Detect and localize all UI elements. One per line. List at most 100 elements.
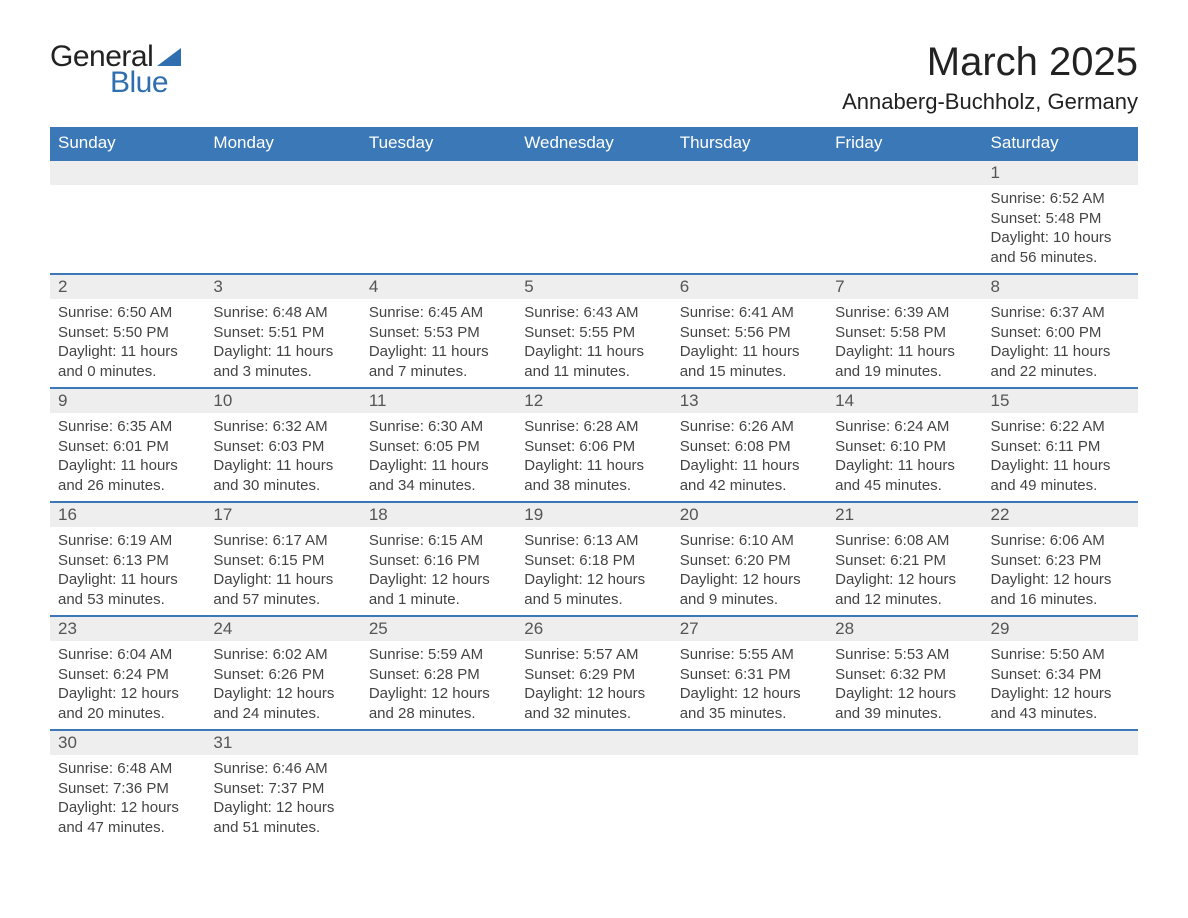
- day-number-cell: 12: [516, 388, 671, 413]
- sunset-text: Sunset: 6:11 PM: [991, 437, 1130, 457]
- sunset-text: Sunset: 6:06 PM: [524, 437, 663, 457]
- day-body-cell: Sunrise: 6:45 AMSunset: 5:53 PMDaylight:…: [361, 299, 516, 388]
- day-number-cell: 20: [672, 502, 827, 527]
- sunrise-text: Sunrise: 6:52 AM: [991, 189, 1130, 209]
- daylight-text: Daylight: 11 hours and 57 minutes.: [213, 570, 352, 609]
- sunset-text: Sunset: 6:08 PM: [680, 437, 819, 457]
- sunset-text: Sunset: 6:05 PM: [369, 437, 508, 457]
- calendar-daynum-row: 3031: [50, 730, 1138, 755]
- daylight-text: Daylight: 12 hours and 1 minute.: [369, 570, 508, 609]
- sunrise-text: Sunrise: 5:55 AM: [680, 645, 819, 665]
- sunset-text: Sunset: 6:18 PM: [524, 551, 663, 571]
- sunrise-text: Sunrise: 6:10 AM: [680, 531, 819, 551]
- day-number-cell: 7: [827, 274, 982, 299]
- day-number-cell: 15: [983, 388, 1138, 413]
- day-number-cell: [516, 730, 671, 755]
- sunrise-text: Sunrise: 6:02 AM: [213, 645, 352, 665]
- daylight-text: Daylight: 11 hours and 45 minutes.: [835, 456, 974, 495]
- calendar-body-row: Sunrise: 6:52 AMSunset: 5:48 PMDaylight:…: [50, 185, 1138, 274]
- day-body-cell: [516, 185, 671, 274]
- day-number-cell: [516, 160, 671, 185]
- calendar-daynum-row: 2345678: [50, 274, 1138, 299]
- sunrise-text: Sunrise: 6:15 AM: [369, 531, 508, 551]
- day-body-cell: Sunrise: 5:55 AMSunset: 6:31 PMDaylight:…: [672, 641, 827, 730]
- day-body-cell: [50, 185, 205, 274]
- sunset-text: Sunset: 5:50 PM: [58, 323, 197, 343]
- header: General Blue March 2025 Annaberg-Buchhol…: [50, 40, 1138, 115]
- day-body-cell: [672, 185, 827, 274]
- day-number-cell: [50, 160, 205, 185]
- day-number-cell: 6: [672, 274, 827, 299]
- day-number-cell: [983, 730, 1138, 755]
- calendar-header-cell: Sunday: [50, 127, 205, 160]
- day-number-cell: 5: [516, 274, 671, 299]
- daylight-text: Daylight: 12 hours and 16 minutes.: [991, 570, 1130, 609]
- day-body-cell: Sunrise: 6:37 AMSunset: 6:00 PMDaylight:…: [983, 299, 1138, 388]
- page-title: March 2025: [842, 40, 1138, 85]
- sunset-text: Sunset: 7:36 PM: [58, 779, 197, 799]
- sunset-text: Sunset: 6:15 PM: [213, 551, 352, 571]
- sunset-text: Sunset: 6:20 PM: [680, 551, 819, 571]
- sunset-text: Sunset: 6:31 PM: [680, 665, 819, 685]
- sunset-text: Sunset: 5:53 PM: [369, 323, 508, 343]
- daylight-text: Daylight: 12 hours and 20 minutes.: [58, 684, 197, 723]
- sunrise-text: Sunrise: 6:41 AM: [680, 303, 819, 323]
- sunrise-text: Sunrise: 6:37 AM: [991, 303, 1130, 323]
- daylight-text: Daylight: 11 hours and 19 minutes.: [835, 342, 974, 381]
- day-number-cell: 17: [205, 502, 360, 527]
- sunrise-text: Sunrise: 6:04 AM: [58, 645, 197, 665]
- sunset-text: Sunset: 5:58 PM: [835, 323, 974, 343]
- calendar-header-cell: Friday: [827, 127, 982, 160]
- daylight-text: Daylight: 11 hours and 42 minutes.: [680, 456, 819, 495]
- sunrise-text: Sunrise: 5:59 AM: [369, 645, 508, 665]
- sunset-text: Sunset: 6:26 PM: [213, 665, 352, 685]
- day-body-cell: [827, 185, 982, 274]
- day-body-cell: Sunrise: 6:48 AMSunset: 7:36 PMDaylight:…: [50, 755, 205, 843]
- daylight-text: Daylight: 11 hours and 3 minutes.: [213, 342, 352, 381]
- day-body-cell: Sunrise: 5:59 AMSunset: 6:28 PMDaylight:…: [361, 641, 516, 730]
- calendar-body-row: Sunrise: 6:19 AMSunset: 6:13 PMDaylight:…: [50, 527, 1138, 616]
- day-number-cell: 29: [983, 616, 1138, 641]
- day-body-cell: Sunrise: 5:57 AMSunset: 6:29 PMDaylight:…: [516, 641, 671, 730]
- daylight-text: Daylight: 11 hours and 22 minutes.: [991, 342, 1130, 381]
- sunset-text: Sunset: 5:56 PM: [680, 323, 819, 343]
- daylight-text: Daylight: 12 hours and 35 minutes.: [680, 684, 819, 723]
- day-number-cell: 21: [827, 502, 982, 527]
- calendar-header-cell: Wednesday: [516, 127, 671, 160]
- day-number-cell: [672, 160, 827, 185]
- sunset-text: Sunset: 6:32 PM: [835, 665, 974, 685]
- logo-triangle-icon: [157, 48, 181, 66]
- daylight-text: Daylight: 11 hours and 38 minutes.: [524, 456, 663, 495]
- daylight-text: Daylight: 11 hours and 30 minutes.: [213, 456, 352, 495]
- day-body-cell: Sunrise: 6:28 AMSunset: 6:06 PMDaylight:…: [516, 413, 671, 502]
- logo-text-blue: Blue: [110, 66, 168, 100]
- logo: General Blue: [50, 40, 181, 100]
- day-body-cell: Sunrise: 6:17 AMSunset: 6:15 PMDaylight:…: [205, 527, 360, 616]
- calendar-daynum-row: 16171819202122: [50, 502, 1138, 527]
- sunrise-text: Sunrise: 6:43 AM: [524, 303, 663, 323]
- sunrise-text: Sunrise: 6:48 AM: [58, 759, 197, 779]
- daylight-text: Daylight: 12 hours and 47 minutes.: [58, 798, 197, 837]
- day-number-cell: 10: [205, 388, 360, 413]
- sunrise-text: Sunrise: 6:39 AM: [835, 303, 974, 323]
- day-number-cell: 27: [672, 616, 827, 641]
- day-number-cell: 2: [50, 274, 205, 299]
- day-body-cell: Sunrise: 6:46 AMSunset: 7:37 PMDaylight:…: [205, 755, 360, 843]
- day-number-cell: 14: [827, 388, 982, 413]
- day-number-cell: 4: [361, 274, 516, 299]
- daylight-text: Daylight: 11 hours and 53 minutes.: [58, 570, 197, 609]
- day-number-cell: 3: [205, 274, 360, 299]
- sunset-text: Sunset: 6:24 PM: [58, 665, 197, 685]
- day-number-cell: 9: [50, 388, 205, 413]
- day-number-cell: 1: [983, 160, 1138, 185]
- calendar-body-row: Sunrise: 6:35 AMSunset: 6:01 PMDaylight:…: [50, 413, 1138, 502]
- day-body-cell: [983, 755, 1138, 843]
- daylight-text: Daylight: 12 hours and 32 minutes.: [524, 684, 663, 723]
- daylight-text: Daylight: 12 hours and 24 minutes.: [213, 684, 352, 723]
- calendar-table: SundayMondayTuesdayWednesdayThursdayFrid…: [50, 127, 1138, 843]
- day-body-cell: Sunrise: 6:50 AMSunset: 5:50 PMDaylight:…: [50, 299, 205, 388]
- day-body-cell: Sunrise: 5:50 AMSunset: 6:34 PMDaylight:…: [983, 641, 1138, 730]
- daylight-text: Daylight: 12 hours and 51 minutes.: [213, 798, 352, 837]
- daylight-text: Daylight: 12 hours and 5 minutes.: [524, 570, 663, 609]
- sunrise-text: Sunrise: 6:32 AM: [213, 417, 352, 437]
